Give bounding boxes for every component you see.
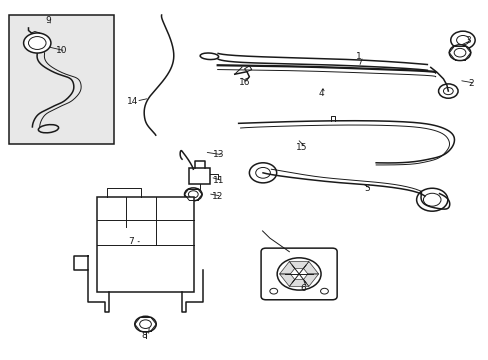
Text: 3: 3 <box>464 36 470 45</box>
Circle shape <box>448 45 470 60</box>
Polygon shape <box>244 66 251 72</box>
Polygon shape <box>303 261 318 274</box>
Circle shape <box>184 188 202 201</box>
Text: 5: 5 <box>364 184 369 193</box>
Text: 16: 16 <box>238 78 250 87</box>
Circle shape <box>249 163 276 183</box>
Text: 7: 7 <box>128 237 134 246</box>
Text: 2: 2 <box>468 79 473 88</box>
Text: 10: 10 <box>56 46 67 55</box>
Bar <box>188 168 210 184</box>
Circle shape <box>438 84 457 98</box>
FancyBboxPatch shape <box>97 197 193 292</box>
Bar <box>9 15 114 144</box>
Text: 14: 14 <box>126 96 138 105</box>
Circle shape <box>135 316 156 332</box>
Ellipse shape <box>200 53 218 59</box>
Polygon shape <box>279 261 294 274</box>
Polygon shape <box>289 280 308 286</box>
Text: 4: 4 <box>318 89 324 98</box>
Polygon shape <box>303 274 318 286</box>
Text: 9: 9 <box>45 16 51 25</box>
Circle shape <box>23 33 51 53</box>
Polygon shape <box>279 274 294 286</box>
Polygon shape <box>289 261 308 268</box>
Text: 13: 13 <box>213 150 224 159</box>
Text: 1: 1 <box>355 52 361 61</box>
Text: 11: 11 <box>213 176 224 185</box>
Text: 12: 12 <box>212 192 223 201</box>
Circle shape <box>450 31 474 49</box>
Text: 8: 8 <box>142 332 147 341</box>
Text: 15: 15 <box>296 143 307 152</box>
FancyBboxPatch shape <box>261 248 336 300</box>
Text: 6: 6 <box>300 284 305 293</box>
Circle shape <box>416 188 447 211</box>
